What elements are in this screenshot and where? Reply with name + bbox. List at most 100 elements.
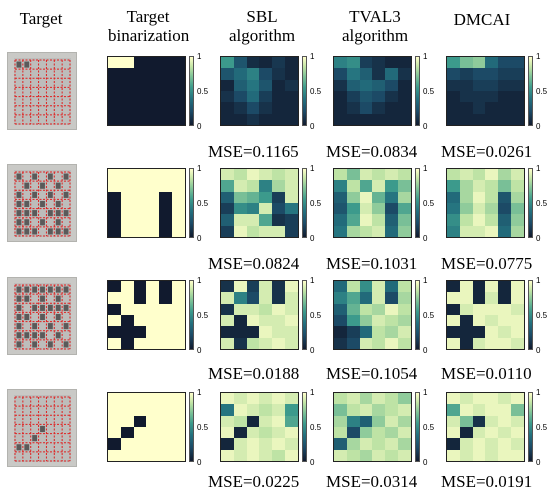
heatmap-cell xyxy=(285,214,298,226)
heatmap-cell xyxy=(385,292,399,304)
target-square xyxy=(47,323,53,330)
heatmap-cell xyxy=(221,57,234,69)
target-square xyxy=(16,332,22,339)
heatmap-cell xyxy=(398,202,411,215)
heatmap-cell xyxy=(359,57,373,69)
heatmap-cell xyxy=(447,404,460,416)
heatmap-cell xyxy=(447,191,460,203)
colorbar-tick-label: 0 xyxy=(310,458,315,467)
heatmap-cell xyxy=(272,337,286,349)
target-square xyxy=(47,341,53,348)
heatmap-cell xyxy=(334,404,347,416)
heatmap-cell xyxy=(511,303,524,315)
heatmap-cell xyxy=(246,438,260,450)
heatmap-cell xyxy=(472,292,486,304)
target-square xyxy=(16,61,22,68)
heatmap-cell xyxy=(385,303,399,315)
heatmap-cell xyxy=(359,68,373,80)
heatmap-cell xyxy=(459,180,473,192)
heatmap-cell xyxy=(511,415,524,427)
sbl-heatmap xyxy=(220,56,299,126)
heatmap-cell xyxy=(108,438,121,450)
heatmap-cell xyxy=(447,225,460,237)
heatmap-cell xyxy=(447,393,460,405)
heatmap-cell xyxy=(447,68,460,80)
heatmap-cell xyxy=(172,202,185,215)
mse-label: MSE=0.0225 xyxy=(208,472,300,491)
heatmap-cell xyxy=(511,326,524,338)
heatmap-cell xyxy=(472,404,486,416)
heatmap-cell xyxy=(346,415,360,427)
heatmap-cell xyxy=(359,292,373,304)
colorbar xyxy=(528,56,533,126)
heatmap-cell xyxy=(272,191,286,203)
target-square xyxy=(16,219,22,226)
header-dmcai: DMCAI xyxy=(453,10,511,29)
target-square xyxy=(40,304,45,311)
heatmap-cell xyxy=(120,449,134,461)
heatmap-cell xyxy=(159,314,173,327)
heatmap-cell xyxy=(511,113,524,125)
heatmap-cell xyxy=(385,225,399,237)
target-square xyxy=(40,295,45,302)
heatmap-cell xyxy=(172,303,185,315)
mse-label: MSE=0.0834 xyxy=(326,142,418,161)
colorbar xyxy=(189,392,194,462)
heatmap-cell xyxy=(221,102,234,114)
heatmap-cell xyxy=(385,214,399,226)
heatmap-cell xyxy=(146,438,160,450)
target-square xyxy=(40,286,45,293)
heatmap-cell xyxy=(372,169,386,181)
heatmap-cell xyxy=(259,393,273,405)
colorbar-tick-label: 1 xyxy=(310,52,315,61)
heatmap-cell xyxy=(272,292,286,304)
target-square xyxy=(55,313,61,321)
colorbar-tick-label: 0 xyxy=(423,346,428,355)
heatmap-cell xyxy=(372,281,386,293)
target-square xyxy=(63,341,69,348)
heatmap-cell xyxy=(359,281,373,293)
heatmap-cell xyxy=(246,191,260,203)
heatmap-cell xyxy=(385,169,399,181)
heatmap-cell xyxy=(259,438,273,450)
heatmap-cell xyxy=(233,113,247,125)
heatmap-cell xyxy=(459,449,473,461)
binarization-heatmap xyxy=(107,392,186,462)
heatmap-cell xyxy=(485,438,499,450)
heatmap-cell xyxy=(498,57,512,69)
target-square xyxy=(63,304,69,311)
heatmap-cell xyxy=(511,426,524,439)
target-square xyxy=(24,313,30,321)
heatmap-cell xyxy=(272,393,286,405)
heatmap-cell xyxy=(359,303,373,315)
heatmap-cell xyxy=(334,337,347,349)
heatmap-cell xyxy=(447,303,460,315)
heatmap-cell xyxy=(346,113,360,125)
heatmap-cell xyxy=(385,438,399,450)
heatmap-cell xyxy=(285,426,298,439)
heatmap-cell xyxy=(372,426,386,439)
heatmap-cell xyxy=(108,79,121,91)
heatmap-cell xyxy=(498,292,512,304)
heatmap-cell xyxy=(233,314,247,327)
heatmap-cell xyxy=(372,303,386,315)
heatmap-cell xyxy=(108,90,121,103)
heatmap-cell xyxy=(172,326,185,338)
heatmap-cell xyxy=(447,326,460,338)
heatmap-cell xyxy=(372,191,386,203)
heatmap-cell xyxy=(108,449,121,461)
heatmap-cell xyxy=(133,191,147,203)
heatmap-cell xyxy=(472,102,486,114)
heatmap-cell xyxy=(398,102,411,114)
target-square xyxy=(16,444,22,451)
heatmap-cell xyxy=(285,102,298,114)
heatmap-cell xyxy=(133,214,147,226)
heatmap-cell xyxy=(398,449,411,461)
heatmap-cell xyxy=(133,337,147,349)
heatmap-cell xyxy=(472,180,486,192)
colorbar-tick-label: 1 xyxy=(310,388,315,397)
heatmap-cell xyxy=(120,326,134,338)
heatmap-cell xyxy=(221,426,234,439)
heatmap-cell xyxy=(359,404,373,416)
heatmap-cell xyxy=(159,202,173,215)
